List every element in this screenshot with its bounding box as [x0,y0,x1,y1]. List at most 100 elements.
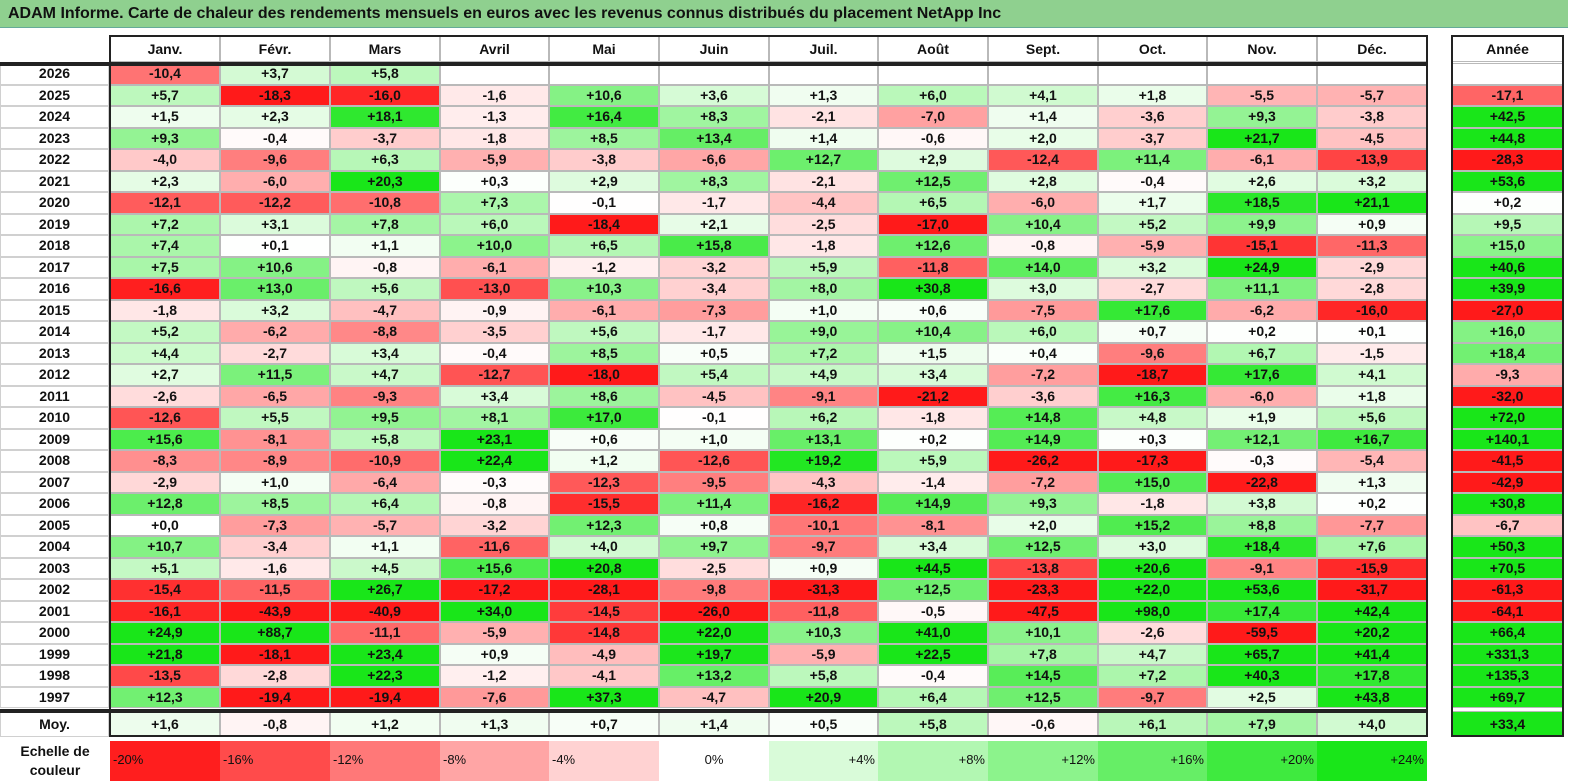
annual-cell: +42,5 [1452,106,1563,128]
heat-cell: +0,1 [1317,321,1427,343]
heat-cell: -2,8 [1317,278,1427,300]
annual-cell: -42,9 [1452,471,1563,493]
heat-cell: -3,8 [549,149,659,171]
heat-cell: +15,6 [440,557,549,579]
heat-cell: -8,8 [330,321,440,343]
annual-cell: +40,6 [1452,256,1563,278]
avg-cell: +7,9 [1207,711,1317,737]
heat-cell: -13,8 [988,557,1098,579]
heat-cell: +3,8 [1207,493,1317,515]
heat-cell: +34,0 [440,600,549,622]
heat-cell: +8,5 [549,127,659,149]
year-header: Année [1452,36,1563,62]
heat-cell: +5,7 [110,84,220,106]
heat-cell: -17,2 [440,579,549,601]
heat-cell: +19,7 [659,643,769,665]
heat-cell: +17,8 [1317,665,1427,687]
year-label: 2002 [0,579,109,601]
year-label: 2006 [0,493,109,515]
heat-cell: +7,2 [1098,665,1207,687]
heat-cell: -14,8 [549,622,659,644]
annual-cell [1452,63,1563,85]
heat-cell: +14,5 [988,665,1098,687]
heat-cell: -2,1 [769,106,878,128]
heat-cell: +3,0 [988,278,1098,300]
annual-cell: -27,0 [1452,299,1563,321]
heat-cell: +7,6 [1317,536,1427,558]
heat-cell: +17,6 [1098,299,1207,321]
heat-cell: +4,4 [110,342,220,364]
annual-cell: +9,5 [1452,213,1563,235]
heat-cell: -2,7 [220,342,330,364]
heat-cell: -7,3 [659,299,769,321]
heat-cell: +22,5 [878,643,988,665]
heat-cell: -12,4 [988,149,1098,171]
heat-cell: -7,0 [878,106,988,128]
heat-cell: +9,3 [110,127,220,149]
heat-cell: +10,3 [549,278,659,300]
heat-cell: -1,5 [1317,342,1427,364]
heat-cell: -10,1 [769,514,878,536]
heat-cell: +17,4 [1207,600,1317,622]
heat-cell: +3,6 [659,84,769,106]
heat-cell: -0,1 [549,192,659,214]
heat-cell: -0,6 [878,127,988,149]
heat-cell: -21,2 [878,385,988,407]
annual-cell: +0,2 [1452,192,1563,214]
annual-cell: +39,9 [1452,278,1563,300]
heat-cell: -4,0 [110,149,220,171]
color-scale-step: +16% [1098,741,1207,781]
annual-cell: +331,3 [1452,643,1563,665]
heat-cell [1207,63,1317,85]
year-label: 2023 [0,127,109,149]
heat-cell: +2,1 [659,213,769,235]
heat-cell: +1,5 [110,106,220,128]
heat-cell: +5,6 [1317,407,1427,429]
heat-cell: +0,4 [988,342,1098,364]
heat-cell: -9,8 [659,579,769,601]
heat-cell: +7,2 [769,342,878,364]
heat-cell: +1,3 [769,84,878,106]
heat-cell: +4,0 [549,536,659,558]
heat-cell: +0,9 [1317,213,1427,235]
heat-cell: -43,9 [220,600,330,622]
heat-cell: -59,5 [1207,622,1317,644]
heat-cell: +7,4 [110,235,220,257]
heat-cell: -6,0 [1207,385,1317,407]
heat-cell [659,63,769,85]
annual-cell: +50,3 [1452,536,1563,558]
year-label: 2022 [0,149,109,171]
heat-cell: -26,0 [659,600,769,622]
heat-cell: +6,7 [1207,342,1317,364]
heat-cell: +11,5 [220,364,330,386]
annual-cell: +30,8 [1452,493,1563,515]
heat-cell: +11,1 [1207,278,1317,300]
heat-cell: -12,7 [440,364,549,386]
heat-cell: -6,5 [220,385,330,407]
heat-cell: +0,2 [1207,321,1317,343]
annual-cell: -64,1 [1452,600,1563,622]
heat-cell: +8,5 [220,493,330,515]
heat-cell: -1,6 [220,557,330,579]
heat-cell: -22,8 [1207,471,1317,493]
annual-cell: -61,3 [1452,579,1563,601]
heat-cell: +18,1 [330,106,440,128]
annual-cell: +72,0 [1452,407,1563,429]
heat-cell: +12,8 [110,493,220,515]
year-label: 2018 [0,235,109,257]
year-label: 2008 [0,450,109,472]
heat-cell: +9,7 [659,536,769,558]
annual-cell: -9,3 [1452,364,1563,386]
heat-cell: +0,3 [1098,428,1207,450]
year-label: 2010 [0,407,109,429]
heat-cell: -1,8 [110,299,220,321]
heat-cell: -1,7 [659,321,769,343]
heat-cell: -10,4 [110,63,220,85]
heat-cell: +3,1 [220,213,330,235]
annual-cell: +15,0 [1452,235,1563,257]
heat-cell: -6,4 [330,471,440,493]
heat-cell: -9,6 [220,149,330,171]
heat-cell: -11,6 [440,536,549,558]
heat-cell: +6,5 [878,192,988,214]
year-label: 2012 [0,364,109,386]
